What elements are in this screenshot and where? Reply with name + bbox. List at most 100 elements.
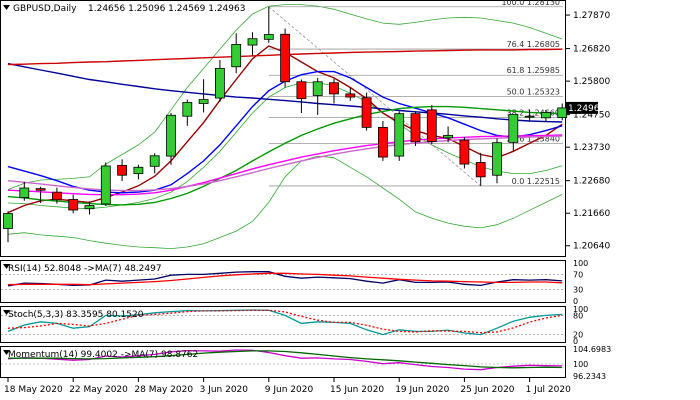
indicator-tick-label: 30 — [573, 286, 583, 295]
price-tick-label: 1.21660 — [573, 209, 610, 219]
candle — [19, 181, 30, 201]
time-tick-label: 15 Jun 2020 — [330, 385, 384, 395]
moving-average-line — [7, 105, 563, 206]
time-tick-label: 3 Jun 2020 — [200, 385, 249, 395]
candle-body — [296, 81, 307, 100]
indicator-tick-label: 100 — [573, 360, 588, 369]
current-price-label: 1.24963 — [568, 104, 605, 114]
candle — [149, 153, 160, 174]
candle — [475, 152, 486, 186]
time-tick-label: 28 May 2020 — [134, 385, 193, 395]
candle-body — [345, 93, 356, 98]
candle-body — [557, 107, 568, 118]
indicator-tick-label: 80 — [573, 311, 583, 320]
candle-body — [198, 99, 209, 104]
candle — [377, 121, 388, 161]
indicator-tick-label: 0 — [573, 297, 578, 306]
time-tick-label: 19 Jun 2020 — [395, 385, 449, 395]
candle — [459, 136, 470, 169]
candle-body — [263, 34, 274, 40]
candle-body — [541, 111, 551, 119]
candle — [280, 28, 291, 88]
rsi-label: RSI(14) 52.8048 ->MA(7) 48.2497 — [8, 264, 162, 274]
moving-average-line — [7, 135, 563, 192]
time-axis: 18 May 2020 22 May 2020 28 May 2020 3 Jun 2… — [4, 378, 571, 395]
candle — [508, 113, 519, 151]
price-tick-label: 1.22680 — [573, 177, 610, 187]
candle-body — [68, 199, 79, 211]
momentum-line — [7, 349, 563, 371]
candle-body — [312, 81, 323, 96]
candle — [492, 138, 502, 184]
indicator-tick-label: 100 — [573, 305, 588, 314]
price-tick-label: 1.25800 — [573, 77, 610, 87]
bollinger-line — [7, 4, 563, 190]
candle-body — [166, 114, 176, 157]
candle — [68, 194, 79, 214]
momentum-label: Momentum(14) 99.4002 ->MA(7) 98.8762 — [8, 350, 198, 360]
price-tick-label: 1.24750 — [573, 111, 610, 121]
candle — [394, 111, 405, 161]
candle — [35, 186, 46, 203]
candle — [296, 79, 307, 114]
candle-body — [35, 188, 46, 191]
rsi-ma-line — [7, 272, 563, 286]
price-axis: 1.27870 1.26820 1.25800 1.24750 1.23730 1.226… — [566, 11, 610, 252]
candle-body — [443, 134, 454, 139]
candle-body — [459, 139, 470, 165]
candle-body — [410, 113, 421, 143]
indicator-tick-label: 20 — [573, 331, 583, 340]
candle-body — [149, 155, 160, 167]
candle-body — [84, 205, 95, 210]
price-tick-label: 1.27870 — [573, 11, 610, 21]
stoch-label: Stoch(5,3,3) 83.3595 80.1520 — [8, 310, 144, 320]
candle — [182, 99, 193, 126]
momentum-panel-frame — [0, 346, 566, 378]
candle — [117, 159, 127, 181]
fib-trend-line — [268, 6, 481, 187]
candle-body — [100, 165, 111, 205]
moving-average-line — [7, 134, 563, 196]
candle — [443, 126, 454, 143]
candle — [231, 33, 242, 74]
price-tick-label: 1.26820 — [573, 45, 610, 55]
price-tick-label: 1.20640 — [573, 242, 610, 252]
time-tick-label: 22 May 2020 — [69, 385, 128, 395]
fib-level-label: 23.6 1.23840 — [507, 135, 560, 144]
candle — [329, 78, 339, 104]
candle — [3, 211, 13, 243]
candle-body — [426, 109, 437, 142]
ohlc-readout: 1.24656 1.25096 1.24569 1.24963 — [88, 4, 245, 14]
fib-level-label: 0.0 1.22515 — [512, 177, 560, 186]
momentum-dropdown-icon[interactable] — [3, 350, 10, 355]
symbol-dropdown-icon[interactable] — [3, 5, 10, 10]
indicator-tick-label: 96.2343 — [573, 372, 606, 381]
stoch-main-line — [7, 309, 563, 336]
indicator-tick-label: 0 — [573, 337, 578, 346]
moving-averages — [7, 45, 563, 214]
bollinger-line — [7, 155, 563, 250]
candle — [426, 105, 437, 144]
candle — [100, 162, 111, 206]
chart-title: GBPUSD,Daily — [13, 4, 77, 14]
time-tick-label: 25 Jun 2020 — [460, 385, 514, 395]
candle — [263, 7, 274, 43]
candle — [133, 164, 144, 180]
current-price-box — [566, 101, 598, 114]
stoch-dropdown-icon[interactable] — [3, 310, 10, 315]
candle — [166, 113, 176, 165]
candle — [361, 92, 372, 131]
rsi-dropdown-icon[interactable] — [3, 264, 10, 269]
candle-body — [329, 82, 339, 95]
rsi-line — [7, 271, 563, 287]
candle — [345, 87, 356, 101]
candle — [198, 79, 209, 113]
candle-body — [361, 97, 372, 128]
time-tick-label: 1 Jul 2020 — [526, 385, 571, 395]
candle-body — [19, 187, 30, 198]
candle-body — [133, 166, 144, 175]
indicator-tick-label: 104.6983 — [573, 345, 611, 354]
candle — [52, 187, 62, 204]
candle — [214, 60, 225, 102]
